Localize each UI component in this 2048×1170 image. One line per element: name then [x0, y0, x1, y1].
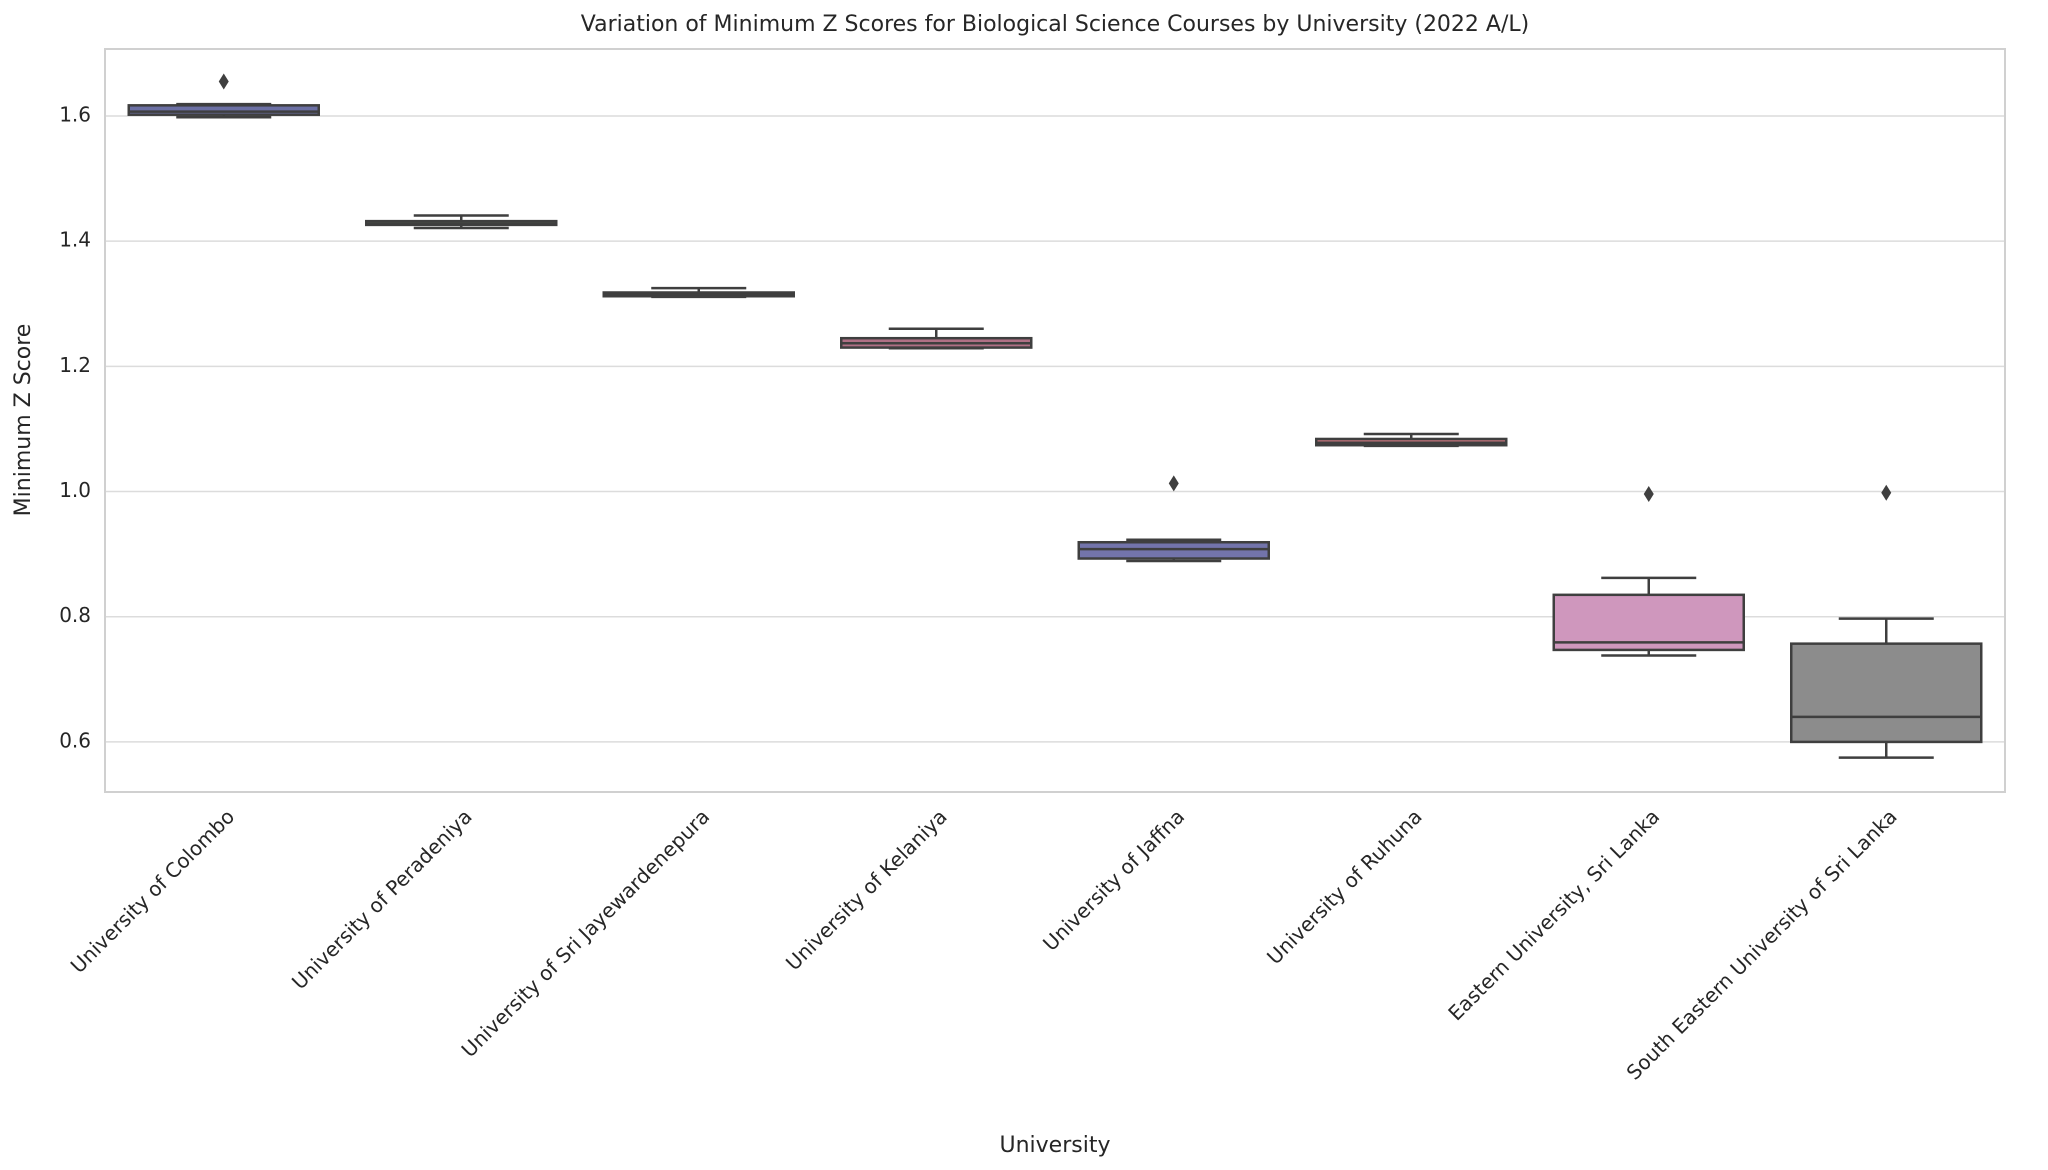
x-tick-label: Eastern University, Sri Lanka: [1443, 804, 1664, 1025]
x-tick-label: University of Peradeniya: [287, 804, 477, 994]
plot-frame: [104, 48, 2006, 793]
x-tick-label: University of Colombo: [66, 804, 239, 977]
box: [127, 104, 320, 116]
y-tick-label: 1.4: [59, 228, 91, 252]
outlier: [218, 73, 229, 90]
y-tick-label: 0.6: [59, 728, 91, 752]
y-tick-label: 1.2: [59, 353, 91, 377]
y-tick-label: 1.6: [59, 102, 91, 126]
box: [1790, 642, 1983, 744]
y-axis-label: Minimum Z Score: [11, 324, 36, 517]
chart-title: Variation of Minimum Z Scores for Biolog…: [581, 12, 1529, 37]
x-axis-label: University: [1000, 1133, 1111, 1158]
x-tick-label: South Eastern University of Sri Lanka: [1622, 804, 1902, 1084]
outlier: [1881, 484, 1892, 501]
box: [1077, 540, 1270, 560]
y-tick-label: 1.0: [59, 478, 91, 502]
box: [1552, 593, 1745, 652]
x-tick-label: University of Sri Jayewardenepura: [457, 804, 715, 1062]
x-tick-label: University of Ruhuna: [1262, 804, 1427, 969]
y-tick-label: 0.8: [59, 603, 91, 627]
x-tick-label: University of Jaffna: [1038, 804, 1189, 955]
outlier: [1643, 486, 1654, 503]
outlier: [1168, 475, 1179, 492]
x-tick-label: University of Kelaniya: [781, 804, 952, 975]
